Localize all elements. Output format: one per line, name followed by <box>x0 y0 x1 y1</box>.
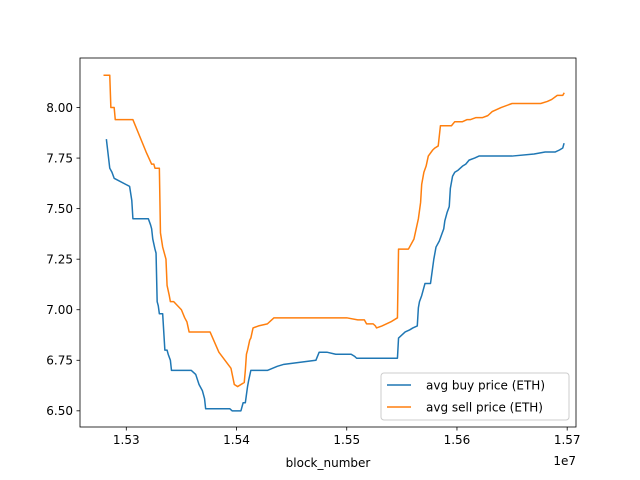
plot-area <box>80 58 576 427</box>
series-layer <box>103 74 565 412</box>
legend-label-sell: avg sell price (ETH) <box>426 401 543 415</box>
y-tick-label: 7.00 <box>46 303 73 317</box>
series-line-buy <box>105 139 565 412</box>
legend-label-buy: avg buy price (ETH) <box>426 379 545 393</box>
x-tick-label: 1.54 <box>223 433 250 447</box>
x-tick-label: 1.53 <box>113 433 140 447</box>
legend-box <box>380 372 570 421</box>
series-line-sell <box>103 74 565 388</box>
y-tick-label: 7.50 <box>46 202 73 216</box>
x-tick-label: 1.57 <box>554 433 581 447</box>
y-tick-label: 7.75 <box>46 151 73 165</box>
legend: avg buy price (ETH) avg sell price (ETH) <box>380 372 570 421</box>
x-axis-offset-label: 1e7 <box>553 454 576 468</box>
y-tick-label: 8.00 <box>46 101 73 115</box>
y-tick-label: 6.75 <box>46 354 73 368</box>
x-axis: 1.53 1.54 1.55 1.56 1.57 <box>113 427 581 447</box>
x-tick-label: 1.55 <box>333 433 360 447</box>
x-tick-label: 1.56 <box>444 433 471 447</box>
y-tick-label: 6.50 <box>46 404 73 418</box>
y-axis: 6.50 6.75 7.00 7.25 7.50 7.75 8.00 <box>46 101 80 418</box>
x-axis-label: block_number <box>286 456 371 470</box>
plot-frame <box>79 57 577 428</box>
y-tick-label: 7.25 <box>46 252 73 266</box>
